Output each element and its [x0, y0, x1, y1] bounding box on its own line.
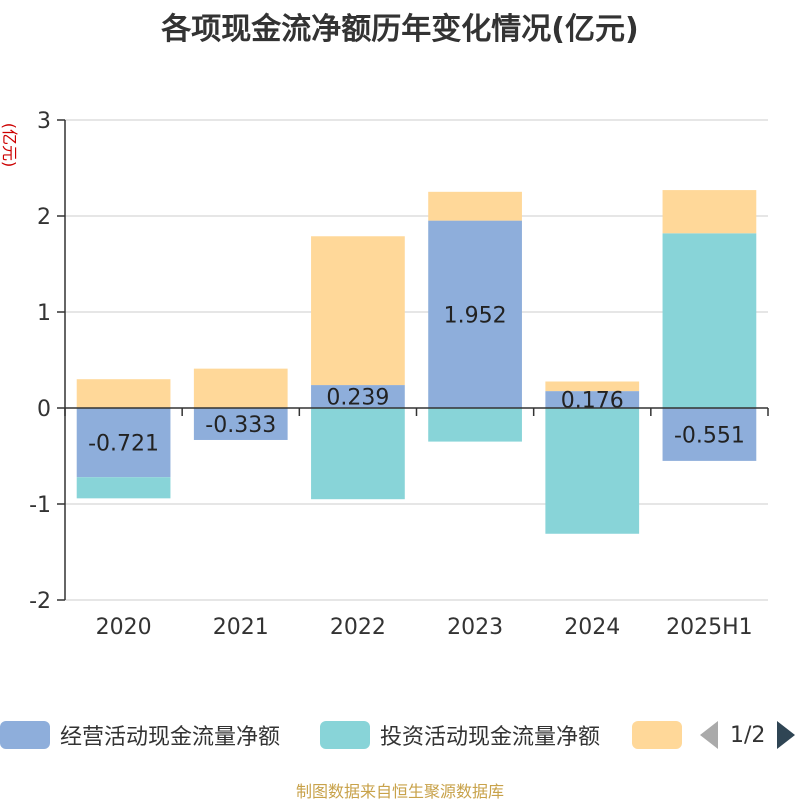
bar-series0-2024: [545, 391, 640, 408]
y-tick-label: 0: [37, 397, 51, 422]
legend-swatch-financing: [632, 721, 682, 749]
x-category-label: 2025H1: [666, 615, 753, 640]
data-label: 0.176: [561, 389, 624, 414]
data-label: -0.333: [205, 413, 276, 438]
bar-series0-2025H1: [662, 408, 757, 461]
legend-label-operating: 经营活动现金流量净额: [60, 725, 281, 750]
data-label: 0.239: [326, 386, 389, 411]
legend-swatch-investing: [320, 721, 370, 749]
legend-prev-page-icon[interactable]: [700, 721, 718, 749]
bar-series2-2020: [76, 379, 171, 408]
legend-page-indicator: 1/2: [730, 722, 766, 748]
y-tick-label: -1: [29, 493, 51, 518]
y-tick-label: 2: [37, 205, 51, 230]
legend-item-financing[interactable]: [632, 720, 682, 750]
bar-series0-2020: [76, 408, 171, 478]
y-tick-label: 3: [37, 109, 51, 134]
x-category-label: 2022: [330, 615, 386, 640]
legend-label-investing: 投资活动现金流量净额: [380, 725, 601, 750]
y-axis-unit-label: (亿元): [0, 123, 19, 168]
legend: 经营活动现金流量净额 投资活动现金流量净额 1/2: [0, 716, 800, 756]
bar-series0-2022: [311, 385, 405, 408]
bar-series1-2022: [311, 408, 405, 500]
bar-series2-2021: [193, 368, 288, 408]
y-tick-label: -2: [29, 589, 51, 614]
data-label: 1.952: [444, 303, 507, 328]
legend-next-page-icon[interactable]: [777, 721, 796, 749]
bar-series1-2020: [76, 477, 171, 499]
x-category-label: 2023: [447, 615, 503, 640]
data-label: -0.721: [88, 432, 159, 457]
legend-pager: 1/2: [700, 720, 796, 750]
x-category-label: 2024: [564, 615, 620, 640]
bar-series2-2025H1: [662, 190, 757, 234]
data-source-note: 制图数据来自恒生聚源数据库: [295, 782, 504, 801]
legend-swatch-operating: [0, 721, 50, 749]
legend-item-operating[interactable]: 经营活动现金流量净额: [0, 720, 280, 750]
data-label: -0.551: [674, 423, 745, 448]
y-tick-label: 1: [37, 301, 51, 326]
bar-series1-2024: [545, 408, 640, 534]
chart-title: 各项现金流净额历年变化情况(亿元): [161, 12, 639, 47]
bar-series0-2021: [193, 408, 288, 440]
bar-series1-2023: [428, 408, 522, 442]
x-category-label: 2021: [213, 615, 269, 640]
bar-series2-2022: [311, 236, 405, 386]
bar-series0-2023: [428, 220, 522, 408]
bar-series1-2025H1: [662, 233, 757, 408]
bar-series2-2023: [428, 191, 522, 221]
legend-item-investing[interactable]: 投资活动现金流量净额: [320, 720, 600, 750]
stacked-bar-chart: -2 -1 0 1 2 3 (亿元) -0.721 -0.333 0.239 1.952 0.176 -…: [0, 109, 769, 640]
x-category-label: 2020: [96, 615, 152, 640]
bar-series2-2024: [545, 381, 640, 392]
